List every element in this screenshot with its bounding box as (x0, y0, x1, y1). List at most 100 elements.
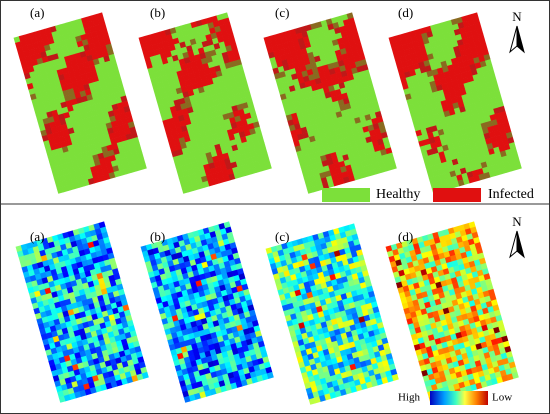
map-cell (273, 50, 281, 58)
map-cell (35, 295, 43, 303)
map-cell (220, 46, 228, 54)
map-cell (315, 99, 323, 108)
map-cell (56, 68, 64, 76)
map-cell (37, 261, 45, 269)
map-cell (93, 262, 101, 270)
map-cell (117, 288, 126, 296)
map-cell (470, 125, 478, 133)
map-cell (471, 130, 479, 138)
map-cell (179, 159, 187, 167)
map-cell (440, 60, 448, 68)
map-cell (151, 43, 159, 51)
map-cell (294, 27, 302, 35)
map-cell (206, 157, 214, 165)
map-cell (420, 128, 428, 136)
map-cell (230, 43, 238, 51)
map-cell (111, 285, 119, 293)
map-cell (182, 169, 190, 177)
map-cell (96, 51, 104, 59)
map-cell (427, 53, 435, 61)
map-cell (324, 170, 332, 178)
map-cell (215, 87, 223, 95)
map-cell (417, 39, 425, 47)
map-cell (40, 271, 48, 279)
map-cell (453, 163, 461, 171)
map-cell (63, 315, 71, 323)
map-cell (213, 42, 221, 50)
map-cell (133, 159, 141, 167)
map-cell (473, 79, 481, 87)
map-cell (304, 41, 312, 49)
map-cell (95, 147, 104, 155)
map-cell (473, 157, 482, 165)
map-cell (451, 79, 459, 87)
map-cell (378, 143, 386, 151)
map-cell (470, 85, 478, 93)
map-cell (352, 111, 360, 119)
map-cell (23, 33, 31, 41)
map-cell (309, 39, 317, 47)
map-cell (109, 154, 117, 162)
map-cell (421, 150, 429, 158)
map-cell (191, 82, 199, 90)
map-cell (100, 288, 108, 296)
map-cell (130, 131, 138, 139)
map-cell (94, 284, 102, 292)
map-cell (22, 271, 31, 279)
map-cell (360, 137, 368, 145)
map-cell (187, 50, 195, 58)
map-cell (77, 345, 86, 353)
map-cell (81, 39, 89, 47)
map-cell (126, 155, 134, 163)
map-cell (38, 306, 46, 314)
map-cell (172, 76, 180, 85)
map-cell (188, 111, 196, 119)
map-cell (433, 74, 441, 82)
map-cell (66, 161, 74, 169)
map-cell (344, 102, 352, 110)
map-cell (235, 81, 243, 89)
map-cell (44, 145, 52, 153)
map-cell (319, 132, 327, 140)
map-cell (38, 266, 46, 274)
map-cell (290, 129, 298, 137)
map-cell (456, 16, 464, 24)
map-cell (97, 277, 105, 285)
map-cell (345, 125, 353, 133)
map-cell (215, 165, 223, 174)
map-cell (91, 131, 99, 139)
map-cell (228, 173, 236, 181)
map-cell (218, 41, 226, 49)
map-cell (255, 131, 263, 139)
map-cell (407, 103, 415, 111)
map-cell (447, 182, 455, 190)
map-cell (306, 68, 314, 76)
map-cell (187, 89, 195, 97)
map-cell (114, 153, 122, 161)
map-cell (51, 148, 59, 156)
map-cell (252, 121, 260, 129)
map-cell (118, 146, 126, 154)
map-cell (322, 103, 330, 111)
map-cell (200, 96, 208, 105)
map-cell (87, 177, 95, 185)
map-cell (459, 49, 467, 57)
map-cell (379, 126, 387, 134)
map-cell (356, 65, 364, 73)
map-cell (487, 125, 495, 133)
map-cell (99, 282, 107, 291)
map-cell (223, 157, 232, 165)
map-cell (377, 138, 385, 146)
map-cell (438, 151, 446, 159)
map-cell (46, 275, 54, 283)
map-cell (331, 95, 339, 103)
map-cell (43, 304, 51, 312)
map-cell (398, 72, 407, 80)
map-cell (124, 167, 132, 175)
map-cell (215, 30, 223, 39)
map-cell (456, 56, 464, 64)
map-cell (40, 311, 48, 319)
map-cell (334, 105, 342, 113)
map-cell (31, 240, 39, 248)
map-cell (109, 279, 117, 288)
